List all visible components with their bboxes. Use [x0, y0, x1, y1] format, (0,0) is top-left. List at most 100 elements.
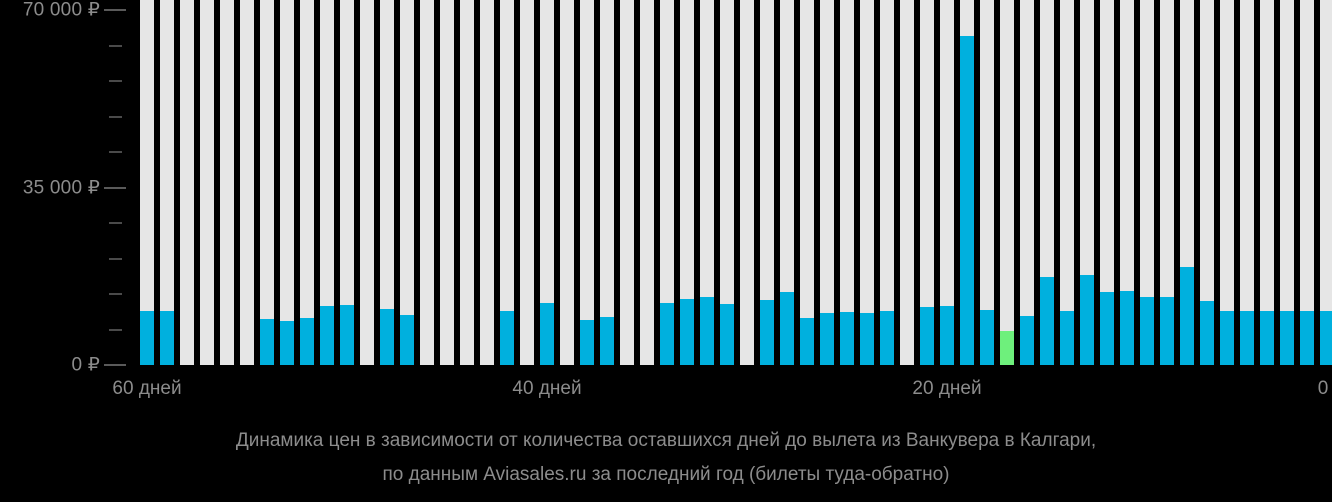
bar[interactable] [780, 292, 794, 365]
bar-slot[interactable] [320, 0, 334, 365]
bar[interactable] [1320, 311, 1332, 365]
bar[interactable] [1260, 311, 1274, 365]
bar-slot[interactable] [1080, 0, 1094, 365]
bar-slot[interactable] [240, 0, 254, 365]
bar-slot[interactable] [1220, 0, 1234, 365]
bar[interactable] [940, 306, 954, 365]
bar[interactable] [1140, 297, 1154, 365]
bar[interactable] [1040, 277, 1054, 365]
bar[interactable] [1060, 310, 1074, 365]
bar[interactable] [1020, 316, 1034, 365]
bar-slot[interactable] [220, 0, 234, 365]
bar[interactable] [400, 314, 414, 365]
bar-slot[interactable] [1100, 0, 1114, 365]
bar-slot[interactable] [500, 0, 514, 365]
bar-slot[interactable] [1020, 0, 1034, 365]
bar[interactable] [300, 317, 314, 365]
bar-slot[interactable] [1160, 0, 1174, 365]
bar-slot[interactable] [480, 0, 494, 365]
bar-slot[interactable] [1000, 0, 1014, 365]
bar-slot[interactable] [1200, 0, 1214, 365]
bar[interactable] [320, 306, 334, 365]
bar-slot[interactable] [940, 0, 954, 365]
bar-slot[interactable] [440, 0, 454, 365]
bar[interactable] [980, 310, 994, 365]
bar-slot[interactable] [180, 0, 194, 365]
bar-slot[interactable] [840, 0, 854, 365]
bar[interactable] [600, 316, 614, 365]
bar[interactable] [540, 303, 554, 365]
bar-slot[interactable] [520, 0, 534, 365]
bar-slot[interactable] [160, 0, 174, 365]
bar-slot[interactable] [200, 0, 214, 365]
bar-slot[interactable] [640, 0, 654, 365]
bar-slot[interactable] [580, 0, 594, 365]
bar[interactable] [340, 305, 354, 365]
bar-slot[interactable] [1300, 0, 1314, 365]
bar[interactable] [380, 308, 394, 365]
bar-slot[interactable] [360, 0, 374, 365]
bar-slot[interactable] [560, 0, 574, 365]
bar[interactable] [760, 300, 774, 365]
bar[interactable] [720, 303, 734, 365]
bar-slot[interactable] [920, 0, 934, 365]
bar-slot[interactable] [460, 0, 474, 365]
bar[interactable] [1000, 331, 1014, 365]
bar-slot[interactable] [660, 0, 674, 365]
bar-slot[interactable] [740, 0, 754, 365]
bar[interactable] [580, 320, 594, 365]
bar[interactable] [960, 36, 974, 365]
bar-slot[interactable] [260, 0, 274, 365]
bar[interactable] [260, 319, 274, 365]
bar-slot[interactable] [860, 0, 874, 365]
bar-slot[interactable] [820, 0, 834, 365]
bar-slot[interactable] [1180, 0, 1194, 365]
bar-slot[interactable] [960, 0, 974, 365]
bar-slot[interactable] [700, 0, 714, 365]
bar[interactable] [1080, 274, 1094, 365]
bar-slot[interactable] [980, 0, 994, 365]
bar-slot[interactable] [1240, 0, 1254, 365]
bar-slot[interactable] [1040, 0, 1054, 365]
bar-slot[interactable] [720, 0, 734, 365]
bar[interactable] [160, 311, 174, 365]
bar[interactable] [920, 306, 934, 365]
bar[interactable] [1120, 291, 1134, 365]
bar-slot[interactable] [380, 0, 394, 365]
bar[interactable] [1300, 311, 1314, 365]
bar-slot[interactable] [900, 0, 914, 365]
bar[interactable] [1180, 267, 1194, 365]
bar-slot[interactable] [1140, 0, 1154, 365]
bar-slot[interactable] [1260, 0, 1274, 365]
bar-slot[interactable] [400, 0, 414, 365]
bar-slot[interactable] [880, 0, 894, 365]
bar-slot[interactable] [600, 0, 614, 365]
bar[interactable] [880, 310, 894, 365]
bar-slot[interactable] [680, 0, 694, 365]
bar-slot[interactable] [800, 0, 814, 365]
bar[interactable] [1240, 311, 1254, 365]
bar[interactable] [800, 317, 814, 365]
bar-slot[interactable] [1060, 0, 1074, 365]
bar[interactable] [1200, 300, 1214, 365]
bar-slot[interactable] [140, 0, 154, 365]
bar[interactable] [1280, 311, 1294, 365]
bar[interactable] [280, 320, 294, 365]
bar-slot[interactable] [280, 0, 294, 365]
bar-slot[interactable] [300, 0, 314, 365]
bar[interactable] [1160, 296, 1174, 365]
bar-slot[interactable] [620, 0, 634, 365]
bar-slot[interactable] [1120, 0, 1134, 365]
bar[interactable] [840, 312, 854, 365]
bar[interactable] [820, 313, 834, 365]
bar[interactable] [140, 311, 154, 365]
bar[interactable] [500, 310, 514, 365]
bar[interactable] [680, 299, 694, 365]
bar[interactable] [660, 302, 674, 365]
bar-slot[interactable] [540, 0, 554, 365]
bar-slot[interactable] [780, 0, 794, 365]
bar-slot[interactable] [340, 0, 354, 365]
bar-slot[interactable] [420, 0, 434, 365]
bar-slot[interactable] [1320, 0, 1332, 365]
bar[interactable] [700, 297, 714, 365]
